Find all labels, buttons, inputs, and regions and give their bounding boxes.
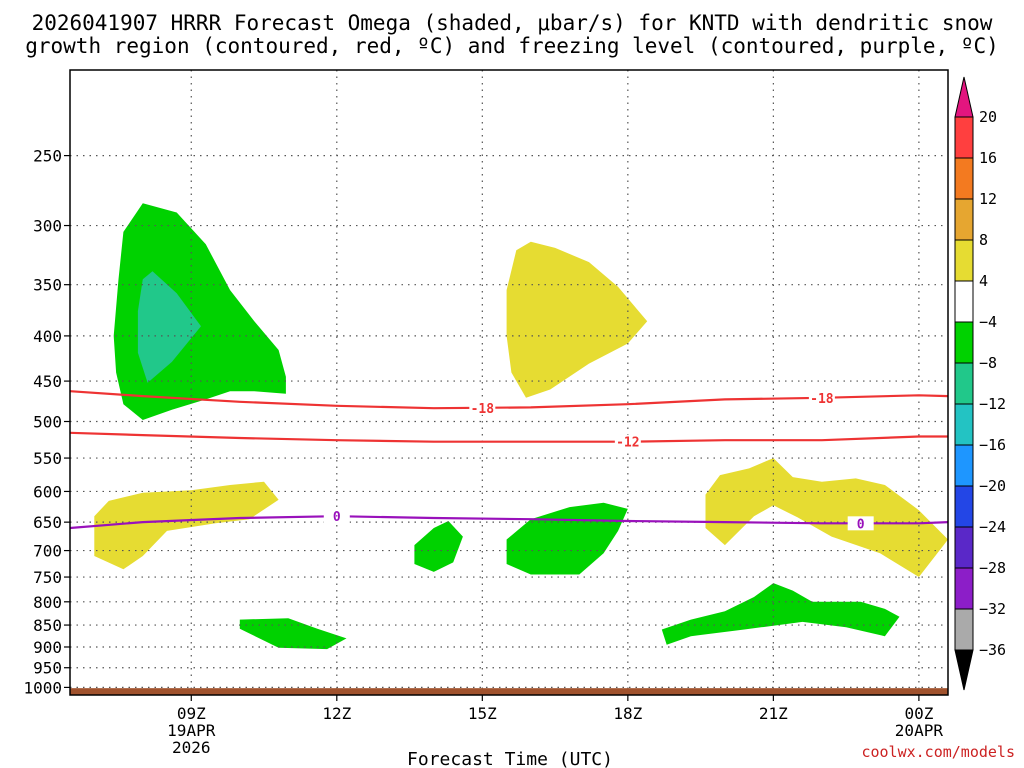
colorbar: 20 16 12 8 4 −4 −8 −12 −16 −20 −24 −28 −32 −36 bbox=[954, 76, 1006, 691]
colorbar-swatch-10 bbox=[954, 526, 974, 569]
colorbar-label-1: 16 bbox=[979, 149, 997, 167]
omega-region-3 bbox=[94, 481, 279, 570]
credit-text: coolwx.com/models bbox=[861, 743, 1015, 761]
colorbar-swatch-5 bbox=[954, 321, 974, 364]
colorbar-label-2: 12 bbox=[979, 190, 997, 208]
y-tick-label-850: 850 bbox=[33, 616, 62, 635]
omega-region-4 bbox=[705, 458, 948, 577]
purple-contour-0-label-bg-1 bbox=[847, 516, 874, 531]
colorbar-swatch-1 bbox=[954, 157, 974, 200]
y-tick-label-600: 600 bbox=[33, 482, 62, 501]
colorbar-top-arrow bbox=[954, 76, 974, 118]
x-tick-label-18Z: 18Z bbox=[613, 704, 642, 723]
colorbar-label-5: −4 bbox=[979, 313, 997, 331]
colorbar-label-11: −28 bbox=[979, 559, 1006, 577]
colorbar-swatch-0 bbox=[954, 116, 974, 159]
red-contour-1-label-0: -12 bbox=[616, 436, 639, 451]
colorbar-swatch-6 bbox=[954, 362, 974, 405]
colorbar-label-8: −16 bbox=[979, 436, 1006, 454]
y-tick-label-1000: 1000 bbox=[23, 678, 62, 697]
red-contour-1-label-bg-0 bbox=[614, 434, 641, 449]
purple-contour-0-label-bg-0 bbox=[323, 509, 350, 524]
y-tick-label-750: 750 bbox=[33, 568, 62, 587]
omega-region-7 bbox=[239, 618, 347, 650]
colorbar-swatch-8 bbox=[954, 444, 974, 487]
colorbar-label-12: −32 bbox=[979, 600, 1006, 618]
colorbar-swatch-3 bbox=[954, 239, 974, 282]
colorbar-swatch-7 bbox=[954, 403, 974, 446]
colorbar-label-6: −8 bbox=[979, 354, 997, 372]
purple-contour-0-label-1: 0 bbox=[857, 517, 865, 532]
y-tick-label-800: 800 bbox=[33, 593, 62, 612]
y-tick-label-650: 650 bbox=[33, 513, 62, 532]
y-tick-label-400: 400 bbox=[33, 327, 62, 346]
colorbar-label-13: −36 bbox=[979, 641, 1006, 659]
omega-region-5 bbox=[414, 521, 463, 572]
y-tick-label-350: 350 bbox=[33, 276, 62, 295]
x-tick-year-09Z: 2026 bbox=[172, 738, 211, 757]
y-tick-label-450: 450 bbox=[33, 372, 62, 391]
red-contour-0-label-bg-0 bbox=[469, 400, 496, 415]
omega-region-8 bbox=[661, 583, 900, 645]
x-tick-label-12Z: 12Z bbox=[322, 704, 351, 723]
terrain-surface bbox=[70, 688, 948, 695]
colorbar-swatch-2 bbox=[954, 198, 974, 241]
y-tick-label-500: 500 bbox=[33, 413, 62, 432]
red-contour-0-label-bg-1 bbox=[808, 390, 835, 405]
red-contour-0-line bbox=[69, 390, 949, 410]
y-tick-label-900: 900 bbox=[33, 638, 62, 657]
y-tick-label-300: 300 bbox=[33, 217, 62, 236]
colorbar-label-7: −12 bbox=[979, 395, 1006, 413]
y-tick-label-250: 250 bbox=[33, 147, 62, 166]
colorbar-label-4: 4 bbox=[979, 272, 988, 290]
colorbar-label-10: −24 bbox=[979, 518, 1006, 536]
colorbar-swatch-9 bbox=[954, 485, 974, 528]
colorbar-label-3: 8 bbox=[979, 231, 988, 249]
y-axis-ticks: 250 300 350 400 450 500 550 600 650 700 750 800 850 9… bbox=[23, 147, 70, 697]
chart-title-line1: 2026041907 HRRR Forecast Omega (shaded, … bbox=[32, 11, 993, 35]
contour-lines: -18 -18 -12 0 0 bbox=[69, 390, 949, 532]
colorbar-label-0: 20 bbox=[979, 108, 997, 126]
red-contour-0-label-0: -18 bbox=[471, 402, 495, 417]
x-tick-label-15Z: 15Z bbox=[468, 704, 497, 723]
x-tick-label-00Z: 00Z bbox=[904, 704, 933, 723]
omega-region-2 bbox=[506, 241, 648, 398]
colorbar-swatch-4 bbox=[954, 280, 974, 323]
red-contour-0-label-1: -18 bbox=[810, 392, 834, 407]
x-tick-label-09Z: 09Z bbox=[177, 704, 206, 723]
colorbar-bottom-arrow bbox=[954, 649, 974, 691]
x-axis-label: Forecast Time (UTC) bbox=[407, 749, 613, 768]
x-tick-date-00Z: 20APR bbox=[895, 721, 944, 740]
colorbar-label-9: −20 bbox=[979, 477, 1006, 495]
purple-contour-0-label-0: 0 bbox=[333, 510, 341, 525]
chart-title-line2: growth region (contoured, red, ºC) and f… bbox=[25, 34, 999, 58]
gridlines bbox=[70, 70, 948, 695]
x-tick-label-21Z: 21Z bbox=[759, 704, 788, 723]
x-tick-date-09Z: 19APR bbox=[167, 721, 216, 740]
y-tick-label-700: 700 bbox=[33, 542, 62, 561]
y-tick-label-950: 950 bbox=[33, 659, 62, 678]
colorbar-swatch-11 bbox=[954, 567, 974, 610]
plot-frame bbox=[69, 69, 949, 696]
red-contour-1-line bbox=[69, 431, 948, 443]
colorbar-swatch-12 bbox=[954, 608, 974, 651]
omega-region-1 bbox=[137, 271, 201, 383]
y-tick-label-550: 550 bbox=[33, 449, 62, 468]
